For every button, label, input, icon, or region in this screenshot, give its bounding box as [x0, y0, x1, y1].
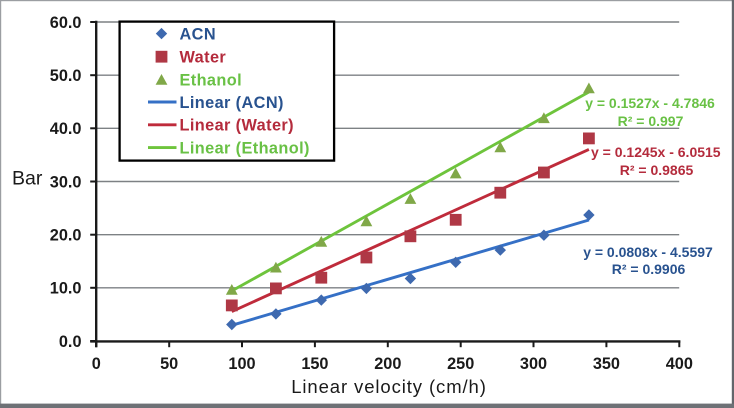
- svg-text:R² = 0.997: R² = 0.997: [618, 113, 684, 129]
- svg-text:Ethanol: Ethanol: [180, 71, 243, 89]
- svg-text:R² = 0.9865: R² = 0.9865: [620, 162, 694, 178]
- svg-text:50.0: 50.0: [50, 67, 82, 85]
- svg-text:Linear (Water): Linear (Water): [180, 117, 294, 135]
- svg-text:300: 300: [520, 355, 547, 373]
- svg-text:250: 250: [447, 355, 474, 373]
- svg-text:100: 100: [228, 355, 255, 373]
- svg-text:0: 0: [92, 355, 101, 373]
- svg-text:ACN: ACN: [180, 26, 216, 44]
- svg-text:0.0: 0.0: [59, 333, 82, 351]
- svg-text:40.0: 40.0: [50, 120, 82, 138]
- svg-text:20.0: 20.0: [50, 227, 82, 245]
- svg-text:Bar: Bar: [12, 168, 43, 190]
- svg-text:400: 400: [666, 355, 693, 373]
- svg-text:200: 200: [374, 355, 401, 373]
- svg-text:Water: Water: [180, 49, 227, 67]
- svg-text:50: 50: [160, 355, 178, 373]
- svg-text:10.0: 10.0: [50, 280, 82, 298]
- svg-text:60.0: 60.0: [50, 14, 82, 32]
- svg-text:Linear (Ethanol): Linear (Ethanol): [180, 140, 310, 158]
- svg-text:R² = 0.9906: R² = 0.9906: [612, 261, 686, 277]
- svg-text:y = 0.1527x - 4.7846: y = 0.1527x - 4.7846: [585, 95, 715, 111]
- svg-text:y = 0.0808x - 4.5597: y = 0.0808x - 4.5597: [583, 244, 713, 260]
- svg-text:Linear (ACN): Linear (ACN): [180, 94, 284, 112]
- svg-text:30.0: 30.0: [50, 173, 82, 191]
- svg-text:150: 150: [301, 355, 328, 373]
- svg-text:Linear velocity (cm/h): Linear velocity (cm/h): [291, 376, 487, 397]
- svg-text:350: 350: [593, 355, 620, 373]
- svg-text:y = 0.1245x - 6.0515: y = 0.1245x - 6.0515: [591, 144, 721, 160]
